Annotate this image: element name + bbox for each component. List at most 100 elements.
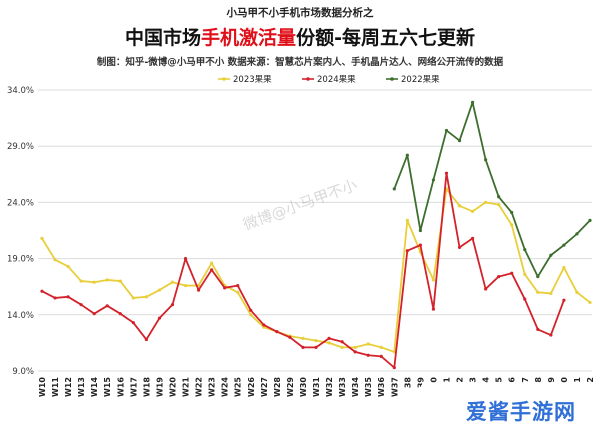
data-point bbox=[431, 278, 436, 282]
data-point bbox=[405, 249, 409, 253]
data-point bbox=[144, 295, 148, 299]
data-point bbox=[118, 312, 122, 316]
x-tick-label: W31 bbox=[312, 377, 321, 397]
x-tick-label: W13 bbox=[77, 377, 86, 397]
x-tick-label: W20 bbox=[168, 377, 177, 397]
data-point bbox=[79, 303, 83, 307]
data-point bbox=[575, 232, 579, 236]
data-point bbox=[405, 218, 409, 222]
title-highlight: 手机激活量 bbox=[201, 26, 296, 49]
data-point bbox=[379, 345, 383, 349]
x-tick-label: 18 bbox=[534, 377, 543, 389]
data-point bbox=[562, 298, 566, 302]
data-point bbox=[444, 171, 449, 175]
x-tick-label: 38 bbox=[403, 377, 412, 389]
x-tick-label: W18 bbox=[142, 377, 151, 397]
data-point bbox=[536, 274, 540, 279]
data-point bbox=[275, 330, 279, 334]
y-axis: 9.0% 14.0% 19.0% 24.0% 29.0% 34.0% bbox=[7, 86, 34, 377]
data-point bbox=[131, 296, 135, 300]
brand-badge bbox=[422, 383, 600, 436]
x-tick-label: W36 bbox=[377, 377, 386, 397]
x-tick-label: W29 bbox=[286, 377, 295, 397]
x-tick-label: W35 bbox=[364, 377, 373, 397]
data-point bbox=[249, 308, 253, 312]
data-point bbox=[379, 354, 383, 358]
data-point bbox=[249, 313, 253, 317]
data-point bbox=[588, 218, 592, 222]
data-point bbox=[353, 350, 357, 354]
x-tick-label: 13 bbox=[469, 377, 478, 388]
x-tick-label: W17 bbox=[129, 377, 138, 397]
y-tick-label: 9.0% bbox=[12, 367, 34, 377]
data-point bbox=[92, 312, 96, 316]
data-point bbox=[497, 203, 501, 207]
x-tick-label: W11 bbox=[51, 377, 60, 397]
y-tick-label: 19.0% bbox=[7, 255, 34, 265]
legend-marker bbox=[306, 77, 310, 81]
x-tick-label: 52 bbox=[586, 377, 595, 388]
data-point bbox=[457, 245, 462, 249]
chart-legend: 2023果果 2024果果 2022果果 bbox=[218, 75, 440, 85]
x-tick-label: 10 bbox=[429, 377, 438, 389]
x-tick-label: W14 bbox=[90, 377, 99, 397]
x-tick-label: W15 bbox=[103, 377, 112, 397]
data-point bbox=[157, 288, 162, 292]
data-point bbox=[418, 243, 422, 247]
x-tick-label: W32 bbox=[325, 377, 334, 397]
x-tick-label: W33 bbox=[338, 377, 347, 397]
chart-credit: 制图：知乎-微博@小马甲不小 数据来源：智慧芯片案内人、手机晶片达人、网络公开流… bbox=[97, 56, 504, 68]
data-point bbox=[105, 304, 109, 308]
data-point bbox=[210, 261, 214, 265]
chart-title: 中国市场手机激活量份额-每周五六七更新 bbox=[125, 26, 475, 49]
data-point bbox=[236, 290, 240, 294]
brand-watermark: 爱酱手游网 bbox=[466, 400, 576, 424]
data-point bbox=[510, 223, 514, 227]
data-point bbox=[353, 345, 357, 349]
x-tick-label: W34 bbox=[351, 377, 360, 397]
data-point bbox=[484, 287, 488, 291]
data-point bbox=[183, 283, 188, 288]
data-point bbox=[549, 333, 553, 337]
data-point bbox=[497, 274, 501, 279]
data-point bbox=[53, 296, 57, 300]
legend-label: 2024果果 bbox=[317, 75, 356, 85]
data-point bbox=[157, 316, 162, 320]
x-tick-label: W23 bbox=[208, 377, 217, 397]
x-tick-label: 50 bbox=[560, 377, 569, 389]
data-point bbox=[562, 265, 566, 270]
data-point bbox=[196, 288, 201, 292]
x-tick-label: W28 bbox=[273, 377, 282, 397]
data-point bbox=[262, 325, 266, 329]
top-note: 小马甲不小手机市场数据分析之 bbox=[226, 6, 374, 19]
data-point bbox=[549, 253, 553, 257]
x-tick-label: W26 bbox=[247, 377, 256, 397]
data-point bbox=[118, 279, 122, 283]
data-point bbox=[340, 340, 344, 344]
x-tick-label: W12 bbox=[64, 377, 73, 397]
title-part-2: 份额-每周五六七更新 bbox=[296, 26, 475, 49]
x-tick-label: W27 bbox=[260, 377, 269, 397]
data-point bbox=[79, 279, 83, 283]
x-tick-label: W25 bbox=[234, 377, 243, 397]
data-point bbox=[236, 283, 240, 288]
x-tick-label: W22 bbox=[195, 377, 204, 397]
data-point bbox=[510, 271, 514, 275]
data-point bbox=[53, 258, 57, 262]
legend-label: 2022果果 bbox=[401, 75, 440, 85]
series-line bbox=[393, 101, 591, 278]
data-point bbox=[301, 336, 305, 341]
x-tick-label: 11 bbox=[442, 377, 451, 389]
x-tick-label: 51 bbox=[573, 377, 582, 389]
y-tick-label: 34.0% bbox=[7, 86, 34, 96]
data-point bbox=[536, 290, 540, 294]
data-point bbox=[575, 290, 579, 294]
data-point bbox=[170, 280, 175, 284]
y-tick-label: 14.0% bbox=[7, 311, 34, 321]
data-point bbox=[444, 128, 449, 133]
x-tick-label: W19 bbox=[155, 377, 164, 397]
x-tick-label: 12 bbox=[456, 377, 465, 388]
data-point bbox=[327, 341, 331, 345]
x-tick-label: W24 bbox=[221, 377, 230, 397]
